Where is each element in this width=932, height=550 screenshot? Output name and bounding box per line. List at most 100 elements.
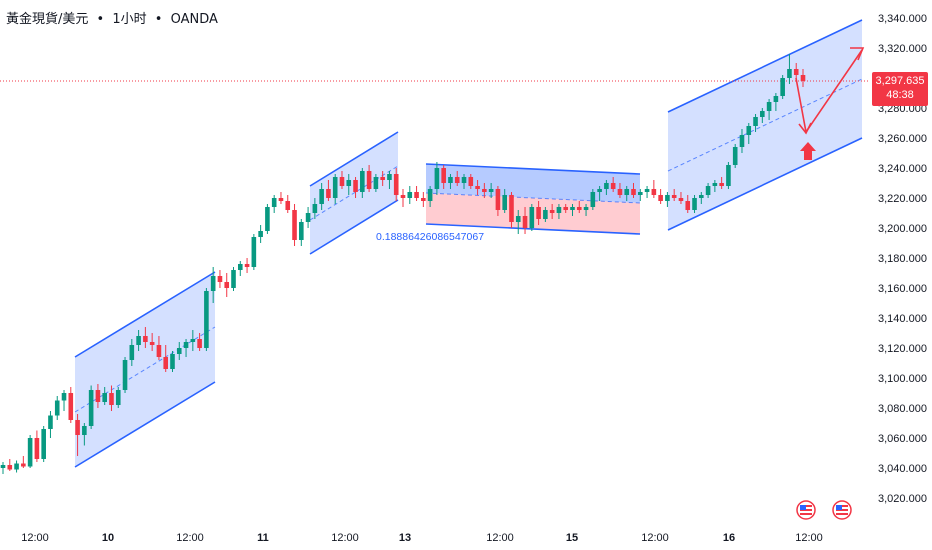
candle-down [95,390,101,402]
range-box-lower-line [425,223,641,235]
candle-up [692,198,697,210]
price-tick-label: 3,260.000 [878,133,927,145]
price-tick-label: 3,140.000 [878,313,927,325]
price-tick-label: 3,240.000 [878,163,927,175]
candle-down [68,393,74,420]
candle-down [719,183,724,186]
candle-up [0,465,6,468]
candle-down [495,189,501,210]
candle-up [271,198,277,207]
candle-down [800,75,806,81]
symbol-name[interactable]: 黃金現貨/美元 [6,12,89,27]
channel-2-upper-line [309,131,399,187]
candle-down [400,195,406,198]
candle-down [536,207,541,219]
price-tick-label: 3,060.000 [878,433,927,445]
source-label: OANDA [170,12,218,27]
range-box-top-fill [426,164,640,203]
candle-up [773,96,779,102]
candle-up [712,183,718,186]
channel-1-upper-line [74,271,216,358]
candle-down [651,189,657,195]
candle-down [149,342,155,345]
candle-down [380,177,385,180]
us-flag-event-icon-1[interactable] [796,500,816,520]
candle-up [556,207,562,213]
candle-down [21,463,26,467]
time-axis[interactable]: 12:00 10 12:00 11 12:00 13 12:00 15 12:00 16 12:00 [21,532,823,544]
candle-up [319,189,324,204]
candle-up [570,207,575,210]
channel-3-upper-line [667,19,863,113]
time-tick-label: 13 [399,532,411,544]
price-tick-label: 3,160.000 [878,283,927,295]
candle-down [617,189,623,195]
price-tick-label: 3,020.000 [878,493,927,505]
candle-up [190,339,196,342]
candle-down [468,177,474,186]
interval-label[interactable]: 1小时 [112,12,147,27]
candle-down [563,207,569,210]
candle-down [292,210,297,240]
forecast-arrowhead-up [850,47,865,61]
candle-up [82,426,87,435]
price-tick-label: 3,340.000 [878,13,927,25]
candle-up [583,207,589,210]
candle-up [122,360,128,390]
price-axis[interactable]: 3,340.0003,320.0003,300.0003,280.0003,26… [878,13,927,505]
time-tick-label: 12:00 [795,532,823,544]
last-price-badge: 3,297.635 48:38 [872,72,928,106]
bar-countdown: 48:38 [886,89,914,101]
candle-up [407,192,413,198]
candle-up [136,336,141,345]
last-price-value: 3,297.635 [875,75,925,87]
candle-up [299,222,304,240]
candle-up [488,189,494,192]
candle-down [285,201,291,210]
price-tick-label: 3,040.000 [878,463,927,475]
candle-down [522,216,528,228]
candle-down [143,336,148,342]
channel-3-lower-line [667,137,863,231]
candle-up [760,111,765,117]
price-tick-label: 3,280.000 [878,103,927,115]
candle-up [434,168,440,189]
candle-up [502,195,507,210]
candle-up [360,171,365,192]
candle-up [780,78,785,96]
candle-down [326,189,331,198]
candle-up [746,126,752,135]
separator-dot: • [96,12,105,27]
candle-up [590,192,596,207]
forecast-arrows [795,47,865,160]
time-tick-label: 15 [566,532,578,544]
candle-up [54,400,60,416]
candle-down [414,192,419,198]
candle-up [41,429,46,459]
us-flag-event-icon-2[interactable] [832,500,852,520]
candle-down [685,201,691,210]
time-tick-label: 12:00 [331,532,359,544]
candle-down [658,195,663,201]
channel-1-lower-line [74,381,216,468]
candle-down [509,195,514,222]
channel-drawings [74,19,863,468]
candle-up [637,192,643,195]
candle-down [678,198,684,201]
candle-up [170,354,175,369]
candle-up [448,177,453,183]
price-tick-label: 3,100.000 [878,373,927,385]
candle-down [366,171,372,189]
candle-down [454,177,460,183]
candle-up [387,174,392,180]
candle-up [543,210,548,219]
candle-up [176,348,182,354]
range-box-upper-line [425,163,641,175]
candle-down [278,198,284,201]
candle-down [217,276,223,282]
candle-up [604,183,609,189]
candle-down [393,174,399,195]
separator-dot: • [154,12,163,27]
range-box-mid-line [425,192,641,204]
